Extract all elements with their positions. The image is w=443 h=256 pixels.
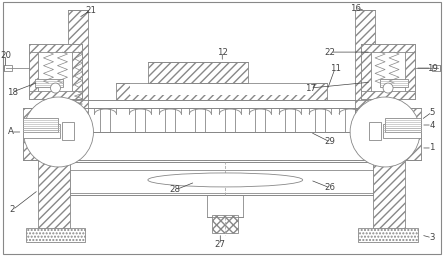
Text: 18: 18	[7, 88, 18, 97]
Bar	[361, 91, 415, 99]
Circle shape	[350, 97, 420, 167]
Bar	[432, 65, 440, 71]
Text: 17: 17	[305, 83, 316, 93]
Text: 20: 20	[0, 51, 11, 60]
Text: A: A	[8, 127, 13, 136]
Text: 29: 29	[325, 137, 336, 146]
Bar	[385, 118, 421, 132]
Bar	[405, 44, 415, 99]
Bar	[75, 108, 368, 132]
Text: 5: 5	[429, 108, 435, 116]
Bar	[373, 132, 421, 160]
Bar	[28, 44, 82, 99]
Bar	[207, 195, 243, 217]
Bar	[358, 228, 418, 242]
Bar	[39, 155, 70, 228]
Bar	[361, 44, 415, 52]
Text: 19: 19	[427, 63, 437, 72]
Bar	[212, 215, 238, 233]
Text: 12: 12	[217, 48, 228, 57]
Bar	[70, 132, 373, 160]
Text: 11: 11	[330, 63, 341, 72]
Text: 1: 1	[429, 143, 435, 153]
Bar	[75, 100, 368, 108]
Bar	[117, 83, 327, 100]
Text: 26: 26	[325, 184, 336, 193]
Bar	[23, 132, 70, 160]
Text: 2: 2	[10, 205, 15, 214]
Bar	[23, 124, 60, 138]
Bar	[355, 10, 375, 138]
Bar	[361, 44, 371, 99]
Bar	[130, 83, 313, 95]
Bar	[73, 44, 82, 99]
Bar	[23, 118, 58, 132]
Bar	[70, 162, 373, 195]
Text: 3: 3	[429, 233, 435, 242]
Bar	[28, 91, 82, 99]
Bar	[380, 79, 408, 87]
Bar	[35, 79, 63, 87]
Bar	[23, 132, 421, 160]
Bar	[4, 65, 12, 71]
Bar	[28, 44, 82, 52]
Text: 21: 21	[85, 6, 96, 15]
Bar	[361, 44, 415, 99]
Text: 27: 27	[215, 240, 226, 249]
Bar	[369, 122, 381, 140]
Circle shape	[23, 97, 93, 167]
Bar	[26, 228, 85, 242]
Ellipse shape	[148, 173, 303, 187]
Text: 28: 28	[170, 185, 181, 194]
Bar	[148, 62, 248, 83]
Text: 22: 22	[325, 48, 336, 57]
Text: 4: 4	[429, 121, 435, 130]
Bar	[69, 10, 89, 138]
Circle shape	[383, 83, 393, 93]
Bar	[28, 44, 39, 99]
Bar	[383, 124, 421, 138]
Bar	[23, 108, 421, 132]
Bar	[373, 155, 405, 228]
Text: 16: 16	[350, 4, 361, 13]
Circle shape	[51, 83, 60, 93]
Bar	[62, 122, 74, 140]
